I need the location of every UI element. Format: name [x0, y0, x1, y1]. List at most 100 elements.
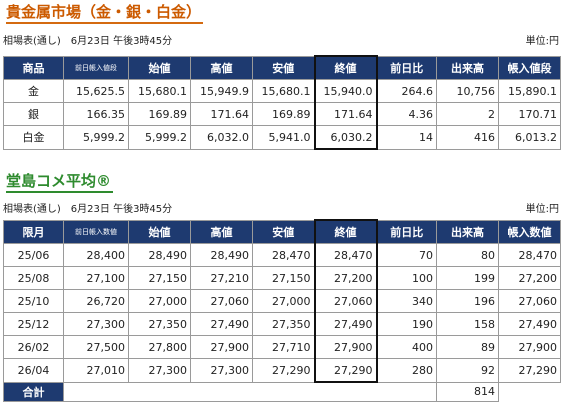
change-cell: 14	[376, 125, 437, 150]
low-cell: 5,941.0	[252, 125, 315, 150]
settle-cell: 27,060	[498, 289, 561, 313]
header-close: 終値	[313, 55, 378, 80]
change-cell: 400	[376, 335, 437, 359]
prev-settle-cell: 15,625.5	[63, 79, 129, 103]
settle-cell: 27,290	[498, 358, 561, 383]
settle-cell: 28,470	[498, 243, 561, 267]
header-open: 始値	[128, 55, 191, 80]
total-label: 合計	[3, 381, 64, 402]
open-cell: 27,800	[128, 335, 191, 359]
close-cell: 27,900	[313, 335, 378, 359]
low-cell: 169.89	[252, 102, 315, 126]
header-change: 前日比	[376, 55, 437, 80]
high-cell: 6,032.0	[190, 125, 253, 150]
total-empty	[499, 382, 561, 402]
prev-settle-cell: 5,999.2	[63, 125, 129, 150]
header-product: 商品	[3, 55, 64, 80]
volume-cell: 80	[436, 243, 499, 267]
precious-metals-table: 商品 前日帳入値段 始値 高値 安値 終値 前日比 出来高 帳入値段 金 15,…	[3, 55, 561, 150]
high-cell: 27,490	[190, 312, 253, 336]
volume-cell: 89	[436, 335, 499, 359]
total-volume: 814	[436, 381, 499, 402]
open-cell: 28,490	[128, 243, 191, 267]
close-cell: 27,490	[313, 312, 378, 336]
open-cell: 15,680.1	[128, 79, 191, 103]
low-cell: 27,000	[252, 289, 315, 313]
high-cell: 28,490	[190, 243, 253, 267]
header-prev-settle: 前日帳入値段	[63, 55, 129, 80]
low-cell: 27,710	[252, 335, 315, 359]
settle-cell: 15,890.1	[498, 79, 561, 103]
contract-month: 25/08	[3, 266, 64, 290]
rice-header-row: 限月 前日帳入数値 始値 高値 安値 終値 前日比 出来高 帳入数値	[3, 219, 561, 244]
low-cell: 15,680.1	[252, 79, 315, 103]
open-cell: 5,999.2	[128, 125, 191, 150]
precious-metals-title: 貴金属市場（金・銀・白金）	[6, 3, 204, 24]
high-cell: 27,060	[190, 289, 253, 313]
prev-settle-cell: 166.35	[63, 102, 129, 126]
header-low: 安値	[252, 219, 315, 244]
high-cell: 171.64	[190, 102, 253, 126]
open-cell: 27,350	[128, 312, 191, 336]
low-cell: 27,350	[252, 312, 315, 336]
low-cell: 28,470	[252, 243, 315, 267]
total-spacer	[63, 381, 437, 402]
precious-unit: 単位:円	[525, 36, 559, 47]
header-settle: 帳入数値	[498, 219, 561, 244]
settle-cell: 27,490	[498, 312, 561, 336]
product-name: 金	[3, 79, 64, 103]
header-low: 安値	[252, 55, 315, 80]
high-cell: 27,210	[190, 266, 253, 290]
close-cell: 6,030.2	[313, 125, 378, 150]
precious-header-row: 商品 前日帳入値段 始値 高値 安値 終値 前日比 出来高 帳入値段	[3, 55, 561, 80]
settle-cell: 27,900	[498, 335, 561, 359]
high-cell: 27,900	[190, 335, 253, 359]
high-cell: 15,949.9	[190, 79, 253, 103]
change-cell: 190	[376, 312, 437, 336]
header-prev-settle: 前日帳入数値	[63, 219, 129, 244]
header-settle: 帳入値段	[498, 55, 561, 80]
prev-settle-cell: 27,300	[63, 312, 129, 336]
table-row: 25/08 27,100 27,150 27,210 27,150 27,200…	[3, 266, 561, 290]
rice-meta: 相場表(通し) 6月23日 午後3時45分	[3, 204, 173, 215]
header-volume: 出来高	[436, 55, 499, 80]
change-cell: 280	[376, 358, 437, 383]
open-cell: 27,150	[128, 266, 191, 290]
header-high: 高値	[190, 55, 253, 80]
contract-month: 26/04	[3, 358, 64, 383]
header-open: 始値	[128, 219, 191, 244]
volume-cell: 158	[436, 312, 499, 336]
header-change: 前日比	[376, 219, 437, 244]
product-name: 白金	[3, 125, 64, 150]
table-row: 25/12 27,300 27,350 27,490 27,350 27,490…	[3, 312, 561, 336]
rice-average-table: 限月 前日帳入数値 始値 高値 安値 終値 前日比 出来高 帳入数値 25/06…	[3, 219, 561, 402]
contract-month: 26/02	[3, 335, 64, 359]
close-cell: 27,060	[313, 289, 378, 313]
product-name: 銀	[3, 102, 64, 126]
settle-cell: 170.71	[498, 102, 561, 126]
contract-month: 25/12	[3, 312, 64, 336]
header-close: 終値	[313, 219, 378, 244]
precious-meta: 相場表(通し) 6月23日 午後3時45分	[3, 36, 173, 47]
table-row: 25/06 28,400 28,490 28,490 28,470 28,470…	[3, 243, 561, 267]
open-cell: 169.89	[128, 102, 191, 126]
volume-cell: 2	[436, 102, 499, 126]
header-contract-month: 限月	[3, 219, 64, 244]
volume-cell: 10,756	[436, 79, 499, 103]
table-row: 25/10 26,720 27,000 27,060 27,000 27,060…	[3, 289, 561, 313]
change-cell: 100	[376, 266, 437, 290]
prev-settle-cell: 27,500	[63, 335, 129, 359]
close-cell: 15,940.0	[313, 79, 378, 103]
contract-month: 25/06	[3, 243, 64, 267]
close-cell: 27,200	[313, 266, 378, 290]
settle-cell: 6,013.2	[498, 125, 561, 150]
close-cell: 27,290	[313, 358, 378, 383]
table-row: 26/02 27,500 27,800 27,900 27,710 27,900…	[3, 335, 561, 359]
rice-average-title: 堂島コメ平均®	[6, 172, 114, 193]
header-volume: 出来高	[436, 219, 499, 244]
low-cell: 27,290	[252, 358, 315, 383]
close-cell: 171.64	[313, 102, 378, 126]
change-cell: 70	[376, 243, 437, 267]
volume-cell: 416	[436, 125, 499, 150]
header-high: 高値	[190, 219, 253, 244]
